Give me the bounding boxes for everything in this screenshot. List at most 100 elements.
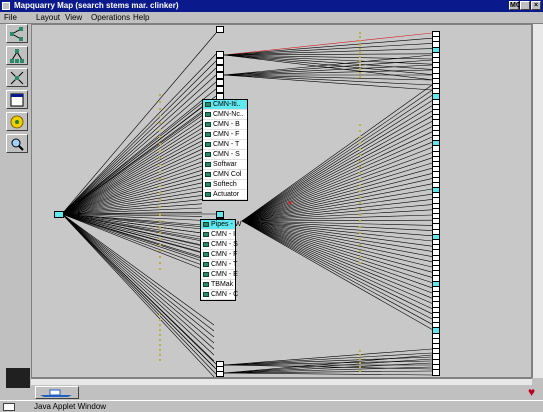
popup-item[interactable]: TBMak: [201, 280, 235, 290]
menu-help[interactable]: Help: [133, 13, 150, 22]
link-line: [61, 111, 203, 215]
menu-layout[interactable]: Layout: [36, 13, 61, 22]
popup-item[interactable]: CMN - E: [201, 270, 238, 280]
window-view-button[interactable]: [6, 90, 28, 109]
edge-marker: [159, 199, 161, 201]
link-line: [241, 220, 433, 252]
popup-item[interactable]: CMN - C: [201, 290, 238, 300]
node-icon: [203, 282, 209, 287]
popup-item[interactable]: CMN - S: [203, 150, 247, 160]
link-line: [61, 148, 203, 215]
link-line: [223, 59, 433, 76]
popup-item[interactable]: CMN - F: [201, 250, 237, 260]
close-button[interactable]: ×: [531, 1, 541, 10]
edge-marker: [159, 143, 161, 145]
menu-file[interactable]: File: [4, 13, 17, 22]
link-line: [61, 213, 215, 368]
link-line: [61, 127, 203, 215]
graph-node[interactable]: [216, 371, 224, 377]
link-line: [241, 214, 433, 222]
applet-icon: [3, 403, 15, 411]
popup-item[interactable]: Pipes - W: [201, 220, 241, 230]
popup-item[interactable]: Softech: [203, 180, 247, 190]
edge-marker: [359, 238, 361, 240]
popup-item[interactable]: CMN-Iti..: [203, 100, 247, 110]
overview-panel[interactable]: [6, 368, 30, 388]
graph-node[interactable]: [216, 86, 224, 93]
highlight-point: [288, 201, 292, 205]
link-line: [241, 89, 433, 222]
edge-marker: [159, 339, 161, 341]
graph-node[interactable]: [432, 369, 440, 376]
maximize-button[interactable]: [520, 1, 530, 10]
highlight-button[interactable]: [6, 112, 28, 131]
link-line: [241, 220, 433, 257]
link-line: [61, 213, 203, 242]
map-canvas[interactable]: CMN-Iti.. CMN-Nc.. CMN - B CMN - F CMN -…: [31, 24, 532, 378]
link-line: [61, 182, 203, 215]
node-icon: [205, 142, 211, 147]
edge-marker: [159, 214, 161, 216]
edge-marker: [159, 171, 161, 173]
tree-layout-button[interactable]: [6, 46, 28, 65]
navigator-button[interactable]: [35, 386, 79, 399]
graph-node[interactable]: [216, 26, 224, 33]
edge-marker: [359, 184, 361, 186]
horizontal-scrollbar[interactable]: [31, 378, 532, 386]
edge-marker: [359, 232, 361, 234]
edge-marker: [159, 206, 161, 208]
link-line: [61, 213, 217, 375]
popup-item[interactable]: CMN - B: [203, 120, 247, 130]
popup-item[interactable]: Softwar: [203, 160, 247, 170]
link-line: [61, 140, 203, 215]
status-text: Java Applet Window: [34, 402, 107, 411]
radial-layout-button[interactable]: [6, 68, 28, 87]
link-line: [61, 195, 203, 215]
yellow-star-icon: [10, 115, 24, 129]
link-line: [61, 213, 215, 344]
link-line: [61, 174, 203, 215]
graph-node[interactable]: [216, 58, 224, 65]
link-line: [241, 199, 433, 222]
zoom-button[interactable]: [6, 134, 28, 153]
link-line: [61, 213, 217, 222]
minimize-button[interactable]: MCI: [509, 1, 523, 10]
menu-view[interactable]: View: [65, 13, 83, 22]
edge-marker: [359, 64, 361, 66]
node-icon: [203, 262, 209, 267]
popup-item[interactable]: CMN - S: [201, 240, 238, 250]
window-controls: MCI ×: [509, 1, 541, 10]
graph-node[interactable]: [216, 65, 224, 72]
popup-item[interactable]: CMN - T: [203, 140, 247, 150]
popup-item[interactable]: CMN Col: [203, 170, 247, 180]
link-line: [241, 220, 433, 237]
popup-item[interactable]: CMN - T: [201, 260, 237, 270]
graph-node[interactable]: [216, 376, 224, 377]
vertical-scrollbar[interactable]: [532, 24, 543, 378]
edge-marker: [359, 148, 361, 150]
link-line: [61, 119, 203, 215]
popup-item[interactable]: CMN - F: [203, 130, 247, 140]
graph-layout-button[interactable]: [6, 24, 28, 43]
link-line: [61, 213, 203, 217]
link-line: [61, 115, 203, 215]
graph-node[interactable]: [216, 79, 224, 86]
popup-item[interactable]: CMN - I: [201, 230, 235, 240]
edge-marker: [159, 244, 161, 246]
link-line: [223, 64, 433, 76]
edge-marker: [159, 115, 161, 117]
root-node[interactable]: [54, 211, 64, 218]
link-line: [61, 178, 203, 215]
graph-node[interactable]: [216, 72, 224, 79]
graph-node[interactable]: [216, 211, 224, 218]
edge-marker: [159, 192, 161, 194]
popup-item[interactable]: CMN-Nc..: [203, 110, 247, 120]
link-line: [241, 110, 433, 222]
popup-item[interactable]: Actuator: [203, 190, 247, 200]
link-line: [241, 220, 433, 330]
graph-node[interactable]: [216, 51, 224, 58]
link-line: [223, 53, 433, 56]
edge-marker: [359, 130, 361, 132]
link-line: [61, 213, 203, 238]
menu-operations[interactable]: Operations: [91, 13, 131, 22]
